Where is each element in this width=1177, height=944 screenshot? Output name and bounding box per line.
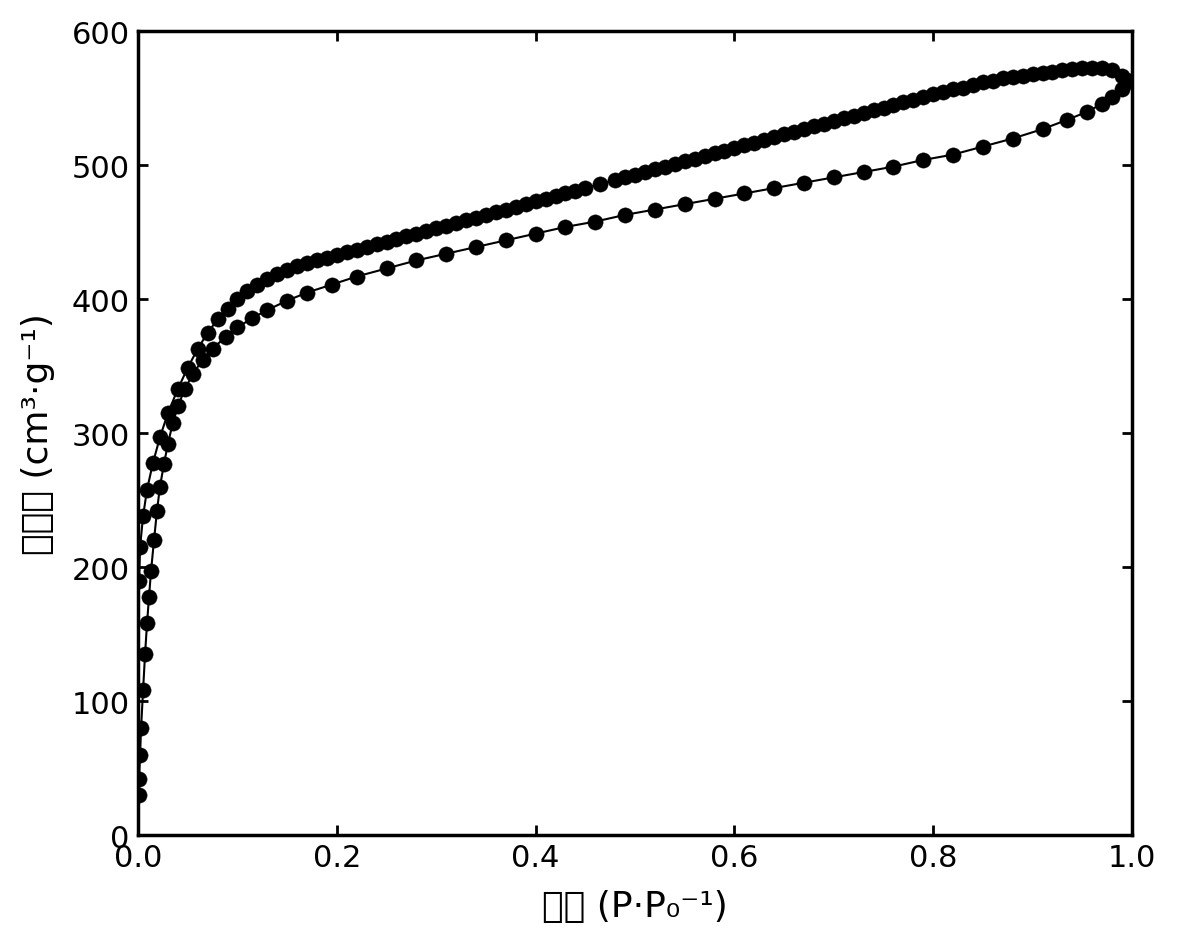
X-axis label: 分压 (P·P₀⁻¹): 分压 (P·P₀⁻¹) [543,889,727,923]
Y-axis label: 吸附量 (cm³·g⁻¹): 吸附量 (cm³·g⁻¹) [21,313,55,555]
